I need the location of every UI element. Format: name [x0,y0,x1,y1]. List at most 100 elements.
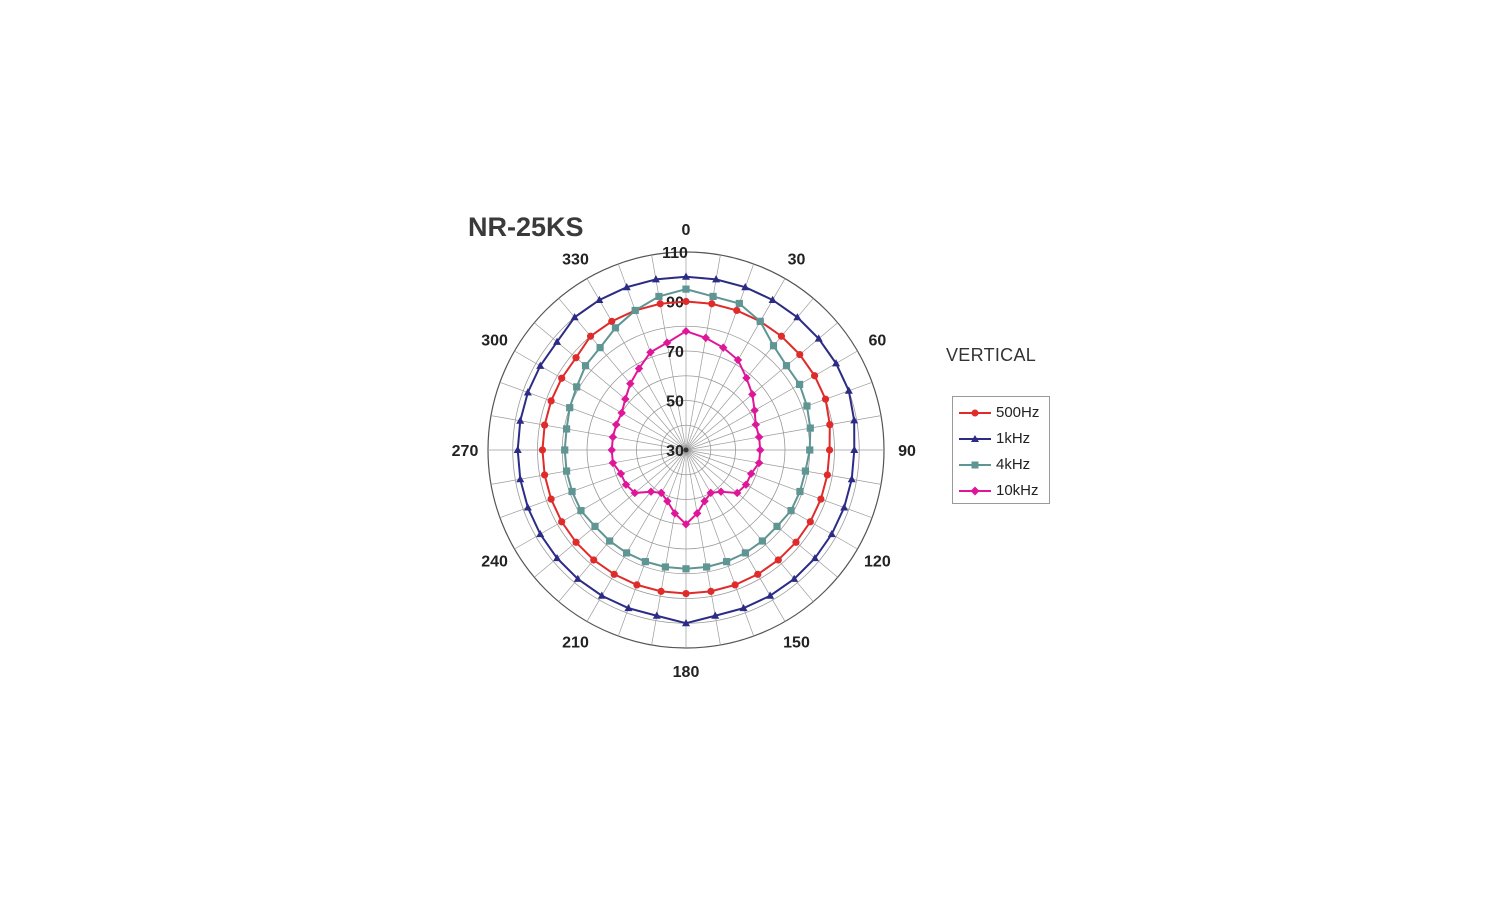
data-point [792,538,800,546]
data-point [681,327,691,336]
data-point [748,390,757,399]
data-point [662,338,672,347]
data-point [516,475,525,483]
legend-marker-diamond-icon [959,486,991,496]
data-point [817,495,825,503]
data-point [746,469,756,478]
legend-item-1khz: 1kHz [953,429,1049,449]
data-point [731,581,739,589]
data-point [513,445,522,453]
data-point [723,558,731,566]
data-point [811,372,819,380]
data-point [787,507,795,515]
data-point [707,587,715,595]
data-point [823,471,831,479]
grid-spoke [685,298,814,451]
data-point [631,306,639,315]
data-point [741,282,750,291]
grid-spoke [685,449,882,485]
data-point [562,425,571,433]
data-point [573,574,582,582]
radial-tick-label: 110 [662,245,688,262]
data-point [708,300,716,308]
data-point [595,295,604,303]
grid-spoke [617,263,687,451]
data-point [622,282,631,291]
data-point [827,529,836,538]
data-point [756,445,765,455]
data-point [661,563,669,571]
data-point [641,558,649,566]
series-1khz [513,272,859,627]
angle-tick-label: 210 [562,634,589,651]
data-point [590,556,598,564]
data-point [536,361,545,369]
data-point [750,406,759,415]
grid-spoke [685,449,814,602]
data-point [655,292,663,301]
data-point [541,421,549,429]
data-point [621,394,630,404]
data-point [577,507,585,515]
data-point [733,306,741,315]
data-point [847,475,856,483]
legend-label: 1kHz [996,430,1031,447]
legend-item-4khz: 4kHz [953,455,1049,475]
grid-spoke [685,449,786,622]
data-point [611,324,620,332]
data-point [821,395,830,403]
data-point [570,313,579,321]
data-point [606,537,614,545]
angle-tick-label: 120 [864,554,891,571]
data-point [774,556,782,564]
data-point [536,529,545,538]
data-point [568,487,576,496]
data-point [523,388,532,396]
series-4khz [561,285,814,573]
data-point [591,522,599,530]
angle-tick-label: 330 [562,252,589,269]
data-point [806,518,814,526]
data-point [547,397,555,405]
data-point [572,354,580,362]
data-point [796,380,804,389]
data-point [751,420,760,429]
grid-spoke [685,322,838,451]
data-point [547,495,555,503]
data-point [773,522,781,530]
data-point [553,337,562,345]
data-point [596,344,604,352]
angle-tick-labels: 0 30 60 90 120 150 180 210 240 270 300 330 [452,222,916,681]
data-point [741,480,751,489]
radial-tick-label: 50 [666,394,684,411]
data-point [832,359,841,367]
legend-marker-circle-icon [959,409,991,417]
data-point [732,488,742,498]
angle-tick-label: 60 [868,333,886,350]
data-point [608,458,618,468]
data-point [739,603,748,612]
legend-marker-triangle-icon [959,435,991,442]
grid-spoke [685,449,858,550]
data-point [844,386,853,394]
data-point [703,563,711,571]
grid-spoke [685,449,873,519]
data-point [523,503,532,511]
data-point [777,332,786,340]
data-point [608,317,616,325]
data-point [586,332,595,340]
data-point [806,424,814,432]
data-point [663,496,672,506]
data-point [682,619,690,627]
data-point [681,520,691,529]
data-point [769,342,778,350]
data-point [541,471,549,479]
grid-spoke [499,381,687,451]
grid-spoke [685,254,721,451]
angle-tick-label: 270 [452,443,479,460]
grid-spoke [586,449,687,622]
grid-spoke [685,263,755,451]
data-point [850,445,859,453]
data-point [558,518,566,526]
